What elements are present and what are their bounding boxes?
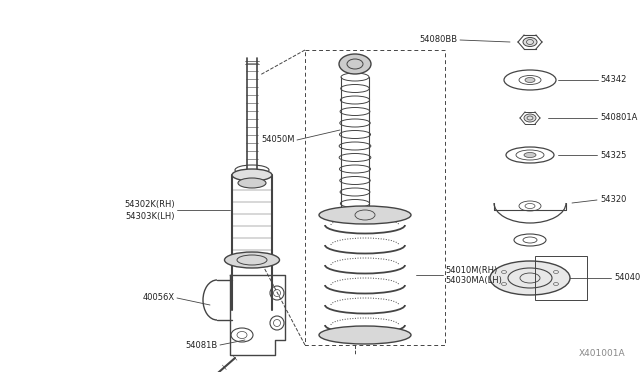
Text: 54320: 54320 xyxy=(600,196,627,205)
Ellipse shape xyxy=(524,153,536,157)
Ellipse shape xyxy=(225,252,280,268)
Ellipse shape xyxy=(339,54,371,74)
Text: 54040: 54040 xyxy=(614,273,640,282)
Ellipse shape xyxy=(319,206,411,224)
Ellipse shape xyxy=(490,261,570,295)
Text: 54010M(RH): 54010M(RH) xyxy=(445,266,497,275)
Text: 54030MA(LH): 54030MA(LH) xyxy=(445,276,502,285)
Ellipse shape xyxy=(525,77,535,83)
Ellipse shape xyxy=(523,38,537,46)
Text: 54303K(LH): 54303K(LH) xyxy=(125,212,175,221)
Ellipse shape xyxy=(232,169,272,181)
Ellipse shape xyxy=(319,326,411,344)
Bar xyxy=(535,256,587,300)
Text: 54302K(RH): 54302K(RH) xyxy=(124,201,175,209)
Text: X401001A: X401001A xyxy=(579,349,625,358)
Ellipse shape xyxy=(238,178,266,188)
Text: 54080BB: 54080BB xyxy=(420,35,458,45)
Ellipse shape xyxy=(524,114,536,122)
Text: 54050M: 54050M xyxy=(262,135,295,144)
Text: 54325: 54325 xyxy=(600,151,627,160)
Text: 54342: 54342 xyxy=(600,76,627,84)
Text: 540801A: 540801A xyxy=(600,113,637,122)
Text: 54081B: 54081B xyxy=(186,340,218,350)
Text: 40056X: 40056X xyxy=(143,294,175,302)
